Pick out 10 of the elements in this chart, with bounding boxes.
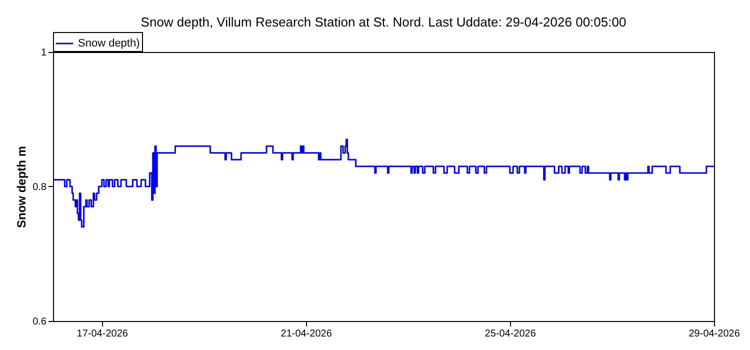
legend-label: Snow depth) <box>78 38 140 50</box>
x-tick-label: 29-04-2026 <box>688 328 740 340</box>
y-tick-label: 1 <box>40 48 47 58</box>
x-tick-label: 17-04-2026 <box>76 328 128 340</box>
chart-title: Snow depth, Villum Research Station at St. Nord. Last Uddate: 29-04-2026 00:05:00 <box>140 14 626 30</box>
y-tick-label: 0.6 <box>32 316 47 328</box>
x-tick-label: 21-04-2026 <box>280 328 332 340</box>
y-tick-label: 0.8 <box>32 182 47 193</box>
x-tick-label: 25-04-2026 <box>484 328 536 340</box>
y-axis-title: Snow depth m <box>14 146 29 228</box>
